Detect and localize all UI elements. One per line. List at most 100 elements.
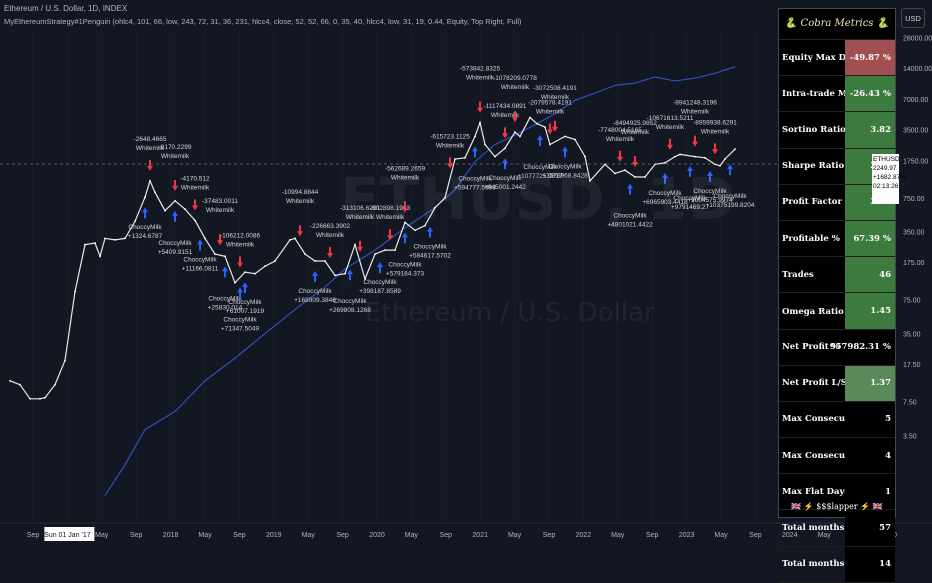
watermark-symbol: ETHUSD, 1D — [340, 165, 736, 233]
equity-curve — [104, 66, 736, 496]
series-line-price — [9, 116, 736, 400]
series-point — [674, 155, 676, 158]
metric-row: Sortino Ratio 3.82 — [779, 112, 895, 149]
sell-label: -8959938.6291 Whitemilk — [693, 119, 737, 135]
series-point — [324, 260, 326, 262]
sell-arrow — [192, 199, 198, 211]
x-tick-label: Sep — [130, 532, 143, 539]
x-tick-label: Sep — [233, 532, 246, 539]
y-tick-label: 175.00 — [903, 260, 925, 267]
series-point — [704, 156, 706, 159]
sell-arrow — [512, 111, 518, 123]
x-tick-label: Sun 01 Jan '17 — [44, 532, 91, 539]
sell-arrow — [667, 138, 673, 150]
y-tick-label: 7.50 — [903, 400, 917, 407]
buy-arrow — [197, 239, 203, 251]
series-point — [64, 359, 66, 362]
series-point — [99, 255, 101, 258]
buy-label: ChoccyMilk +5409.9151 — [158, 240, 193, 256]
series-line-equity — [104, 66, 736, 496]
metric-label: Equity Max DD — [782, 52, 845, 63]
chart-title: Ethereum / U.S. Dollar, 1D, INDEX — [4, 4, 128, 13]
metric-value: 1 — [845, 474, 895, 510]
x-tick-label: Sep — [27, 532, 40, 539]
series-point — [29, 397, 31, 400]
buy-label: ChoccyMilk +398187.8589 — [359, 279, 401, 295]
y-tick-label: 14000.00 — [903, 66, 932, 73]
series-point — [384, 249, 386, 252]
series-point — [134, 220, 136, 223]
sell-arrow — [547, 123, 553, 135]
sell-arrow — [217, 234, 223, 246]
series-point — [244, 271, 246, 273]
metric-label: Total months in profit — [782, 523, 845, 534]
sell-label: -10994.8844 Whitemilk — [282, 189, 319, 205]
series-point — [174, 199, 176, 202]
price-tag-symbol: ETHUSD — [873, 156, 900, 163]
buy-arrow — [537, 134, 543, 146]
metric-value: 67.39 % — [845, 220, 895, 257]
metric-value: 1.37 — [845, 365, 895, 401]
buy-label: ChoccyMilk +6965903.4418 — [642, 190, 688, 206]
buy-arrow — [312, 270, 318, 282]
metrics-panel-footer: 🇬🇧 ⚡ $$$lapper ⚡ 🇬🇧 — [791, 501, 883, 511]
series-point — [334, 274, 336, 277]
x-tick-label: May — [405, 532, 419, 539]
chart-grid — [32, 30, 894, 520]
metric-row: Omega Ratio ⓘ1.45 — [779, 293, 895, 330]
buy-arrow — [237, 287, 243, 299]
sell-arrow — [327, 247, 333, 259]
series-point — [536, 122, 538, 125]
y-tick-label: 3500.00 — [903, 128, 928, 135]
series-point — [414, 229, 416, 232]
study-legend[interactable]: MyEthereumStrategy#1Penguin (ohlc4, 101,… — [4, 17, 522, 26]
sell-label: -562689.2659 Whitemilk — [385, 165, 426, 181]
metric-row: Profitable % 67.39 % — [779, 220, 895, 258]
series-point — [724, 158, 726, 160]
series-point — [444, 196, 446, 199]
sell-arrow — [692, 135, 698, 147]
currency-button[interactable]: USD — [901, 8, 925, 28]
series-point — [514, 131, 516, 134]
sell-arrow — [237, 256, 243, 268]
metric-row: Equity Max DD-49.87 % — [779, 40, 895, 77]
series-point — [484, 143, 486, 146]
series-point — [344, 272, 346, 275]
sell-label: -1117434.0891 Whitemilk — [484, 103, 527, 119]
series-point — [624, 169, 626, 172]
y-tick-label: 350.00 — [903, 230, 925, 237]
series-point — [474, 135, 476, 138]
series-point — [54, 383, 56, 386]
x-tick-label: 2024 — [782, 532, 798, 539]
series-point — [184, 208, 186, 211]
buy-label: ChoccyMilk +10375199.8204 — [706, 193, 755, 209]
buy-arrow — [472, 146, 478, 158]
x-tick-label: Sep — [749, 532, 762, 539]
buy-label: ChoccyMilk +269808.1268 — [329, 298, 371, 314]
series-point — [589, 179, 591, 182]
series-point — [364, 278, 366, 280]
series-point — [19, 383, 21, 386]
sell-arrow — [552, 120, 558, 132]
x-tick-label: 2018 — [163, 532, 179, 539]
metric-label: Net Profit % — [782, 342, 840, 353]
buy-arrow — [377, 262, 383, 274]
x-tick-label: May — [611, 532, 625, 539]
sell-label: -226663.3902 Whitemilk — [310, 223, 351, 239]
x-tick-label: 2023 — [679, 532, 695, 539]
sell-arrow — [147, 159, 153, 171]
buy-label: ChoccyMilk +71347.5049 — [221, 316, 260, 332]
sell-label: -4170.512 Whitemilk — [180, 175, 210, 191]
series-point — [644, 176, 646, 178]
sell-label: -10671613.5211 Whitemilk — [647, 115, 694, 131]
metrics-panel-title: 🐍 Cobra Metrics 🐍 — [779, 9, 895, 40]
y-tick-label: 3.50 — [903, 433, 917, 440]
sell-label: -8941248.3196 Whitemilk — [673, 100, 717, 116]
metric-label: Net Profit L/S Ratio — [782, 378, 845, 389]
metric-label: Max Consecutive Wins — [782, 414, 845, 425]
sell-arrow — [387, 229, 393, 241]
series-point — [289, 238, 291, 241]
sell-label: -8170.2299 Whitemilk — [159, 144, 192, 160]
buy-label: ChoccyMilk +584617.5702 — [409, 244, 451, 260]
